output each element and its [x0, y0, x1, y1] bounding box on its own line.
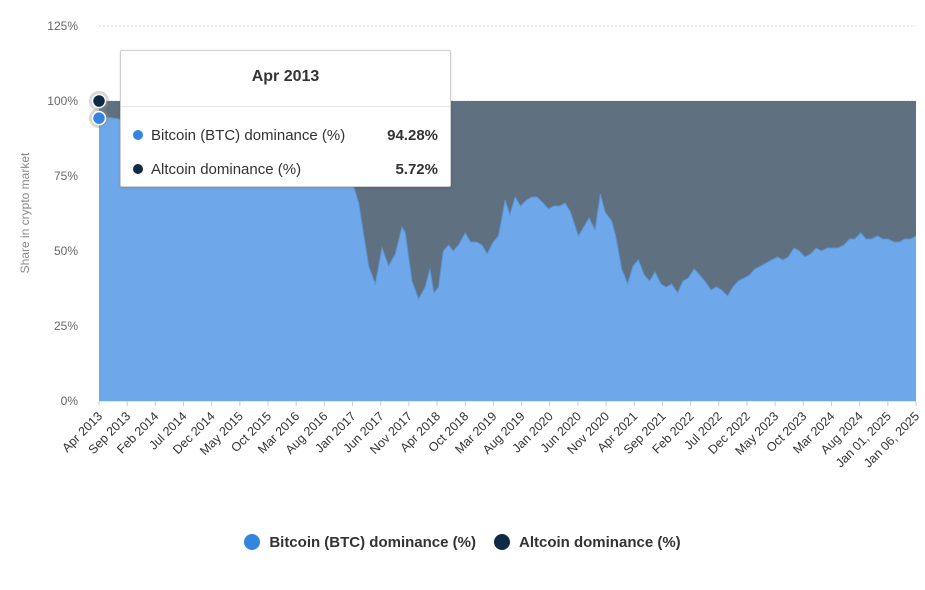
tooltip-row-value: 94.28%: [387, 126, 438, 144]
legend: Bitcoin (BTC) dominance (%) Altcoin domi…: [0, 530, 925, 554]
altcoin-hover-marker: [91, 93, 107, 109]
tooltip-row-altcoin: Altcoin dominance (%) 5.72%: [133, 158, 438, 180]
altcoin-dot-icon: [133, 164, 143, 174]
altcoin-legend-dot-icon: [493, 534, 510, 550]
tooltip-divider: [121, 106, 450, 107]
y-tick-label: 25%: [54, 319, 78, 333]
tooltip-row-label: Bitcoin (BTC) dominance (%): [151, 126, 346, 144]
y-tick-label: 100%: [47, 94, 78, 108]
bitcoin-dominance-area[interactable]: [99, 117, 916, 402]
y-axis-label: Share in crypto market: [18, 152, 32, 273]
y-tick-label: 75%: [54, 169, 78, 183]
bitcoin-dot-icon: [133, 130, 143, 140]
tooltip-row-label: Altcoin dominance (%): [151, 160, 302, 178]
tooltip-row-bitcoin: Bitcoin (BTC) dominance (%) 94.28%: [133, 124, 438, 146]
y-tick-label: 50%: [54, 244, 78, 258]
y-tick-label: 0%: [61, 394, 79, 408]
y-tick-label: 125%: [47, 19, 78, 33]
tooltip: Apr 2013 Bitcoin (BTC) dominance (%) 94.…: [120, 50, 451, 187]
hover-markers: [89, 91, 109, 129]
tooltip-row-value: 5.72%: [395, 160, 438, 178]
tooltip-title: Apr 2013: [251, 68, 320, 85]
legend-label: Bitcoin (BTC) dominance (%): [269, 533, 476, 551]
legend-label: Altcoin dominance (%): [518, 533, 681, 551]
y-axis-ticks: 0% 25% 50% 75% 100% 125%: [47, 19, 78, 408]
bitcoin-hover-marker: [91, 110, 107, 126]
bitcoin-legend-dot-icon: [244, 534, 261, 550]
legend-item-altcoin[interactable]: Altcoin dominance (%): [493, 533, 681, 551]
legend-item-bitcoin[interactable]: Bitcoin (BTC) dominance (%): [244, 534, 476, 551]
